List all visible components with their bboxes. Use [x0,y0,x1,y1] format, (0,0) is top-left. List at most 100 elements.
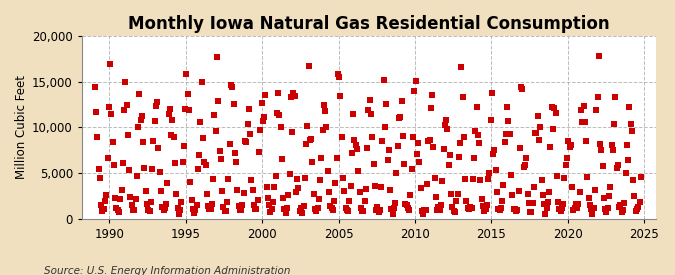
Point [198,136,209,140]
Point [102,155,113,160]
Point [485,118,496,122]
Point [377,139,388,143]
Point [569,206,580,211]
Point [261,185,272,190]
Point [402,206,413,210]
Point [286,95,296,100]
Point [392,144,403,148]
Point [441,118,452,122]
Point [96,203,107,208]
Point [477,197,487,202]
Point [97,209,108,213]
Point [273,91,284,96]
Point [296,206,306,210]
Point [608,148,618,152]
Point [343,209,354,213]
Point [425,106,436,111]
Point [326,206,337,210]
Point [298,203,309,208]
Point [151,103,161,108]
Point [158,208,169,212]
Point [606,142,617,147]
Point [152,100,163,104]
Point [468,155,479,160]
Point [297,210,308,215]
Point [632,207,643,211]
Point [404,208,414,212]
Point [470,129,481,133]
Point [138,139,148,144]
Point [236,208,246,212]
Point [533,114,543,118]
Point [330,181,341,185]
Point [560,162,571,167]
Point [157,204,167,209]
Point [260,93,271,98]
Point [398,133,408,138]
Point [199,160,210,164]
Point [221,209,232,213]
Point [596,148,607,152]
Point [455,141,466,146]
Point [503,119,514,123]
Point [277,157,288,161]
Point [339,189,350,193]
Point [182,92,193,96]
Point [534,138,545,142]
Point [342,208,352,212]
Point [419,208,430,213]
Point [517,87,528,91]
Point [320,109,331,113]
Point [531,131,542,135]
Point [439,123,450,127]
Point [132,174,142,178]
Point [549,106,560,110]
Point [148,139,159,144]
Point [185,180,196,184]
Point [271,111,282,115]
Point [232,188,243,192]
Point [267,207,277,211]
Point [153,145,164,150]
Point [589,206,599,210]
Point [495,205,506,210]
Point [625,122,636,127]
Point [196,80,207,84]
Point [230,151,240,156]
Point [334,75,345,79]
Point [350,143,361,147]
Point [396,99,407,104]
Point [369,184,380,188]
Point [614,205,624,209]
Point [381,102,392,106]
Point [372,205,383,209]
Point [451,199,462,204]
Point [192,167,203,171]
Point [300,142,311,146]
Point [112,208,123,212]
Point [259,115,269,120]
Point [457,95,468,99]
Point [483,177,493,181]
Point [424,138,435,142]
Point [602,206,613,211]
Point [576,108,587,112]
Point [231,160,242,165]
Point [409,89,420,93]
Point [452,192,463,196]
Point [245,132,256,136]
Point [133,125,144,129]
Point [514,146,525,150]
Point [307,160,318,164]
Point [265,210,276,214]
Point [256,101,267,105]
Point [568,208,578,212]
Point [313,197,324,201]
Point [362,145,373,150]
Point [172,205,183,210]
Point [429,176,440,180]
Point [274,113,285,117]
Point [247,188,258,192]
Point [401,203,412,207]
Point [394,116,404,121]
